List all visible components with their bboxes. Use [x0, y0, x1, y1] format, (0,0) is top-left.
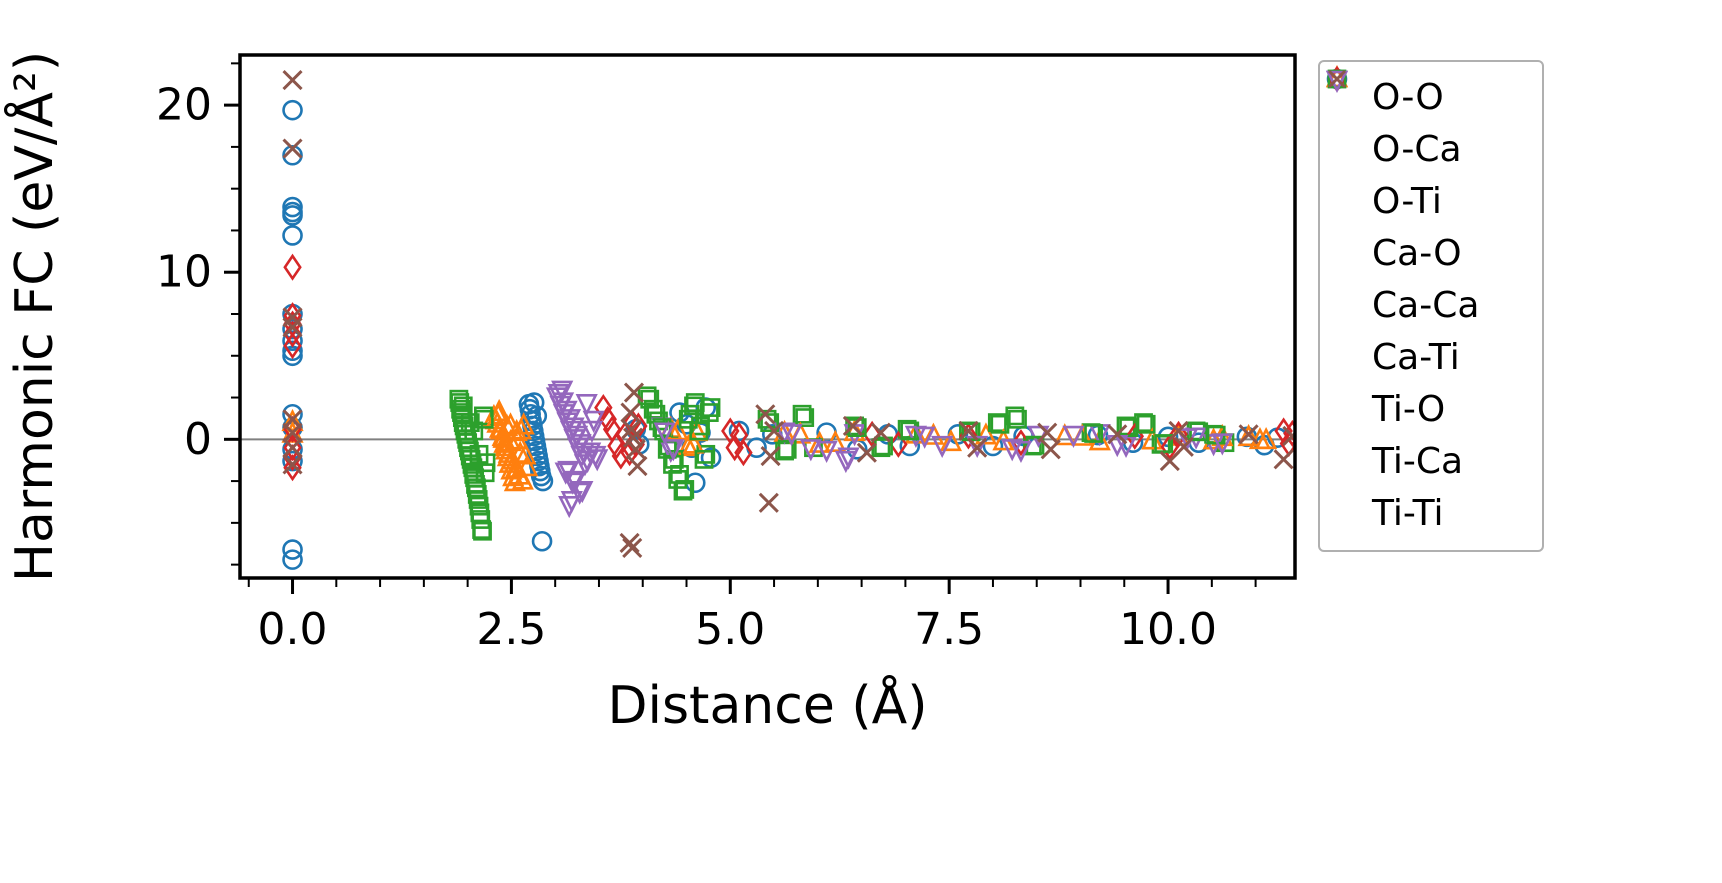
- series-Ti-Ti: [282, 70, 1296, 558]
- legend-item-Ti-Ca: Ti-Ca: [1325, 70, 1534, 488]
- legend-item-O-Ti: O-Ti: [1327, 69, 1534, 228]
- square-marker-icon: [1327, 69, 1372, 427]
- y-tick-label: 20: [156, 80, 212, 131]
- legend-item-Ti-O: Ti-O: [1327, 69, 1534, 436]
- x-tick-label: 2.5: [476, 604, 546, 655]
- legend-item-O-O: O-O: [1326, 68, 1534, 124]
- x-axis-label: Distance (Å): [607, 674, 927, 736]
- x-tick-label: 5.0: [695, 604, 765, 655]
- series-O-O: [282, 99, 1288, 570]
- x-tick-label: 0.0: [258, 604, 328, 655]
- series-Ti-Ca: [547, 384, 1234, 514]
- legend-item-Ca-Ca: Ca-Ca: [1327, 65, 1534, 332]
- diamond-marker-icon: [1327, 65, 1372, 323]
- square-marker-icon: [1327, 69, 1372, 219]
- x-tick-label: 7.5: [914, 604, 984, 655]
- axis-ticks: 0.0 2.5 5.0 7.5 10.0 0 10 20: [156, 62, 1257, 655]
- triangle-down-marker-icon: [1325, 70, 1372, 479]
- series-Ti-O: [450, 389, 1226, 541]
- legend-label: Ca-O: [1372, 233, 1462, 274]
- legend-label: O-O: [1372, 77, 1444, 118]
- legend-item-Ca-Ti: Ca-Ti: [1325, 70, 1534, 384]
- y-axis-label: Harmonic FC (eV/Å²): [3, 51, 65, 582]
- legend-label: Ti-Ti: [1372, 493, 1444, 534]
- legend-label: Ti-O: [1372, 389, 1446, 430]
- x-marker-icon: [1327, 69, 1372, 531]
- legend-item-Ti-Ti: Ti-Ti: [1327, 69, 1534, 540]
- y-tick-label: 10: [156, 247, 212, 298]
- legend-item-O-Ca: O-Ca: [1325, 65, 1534, 176]
- plot-frame: [238, 53, 1297, 580]
- legend-label: O-Ca: [1372, 129, 1462, 170]
- legend-label: Ti-Ca: [1372, 441, 1464, 482]
- legend-label: Ca-Ti: [1372, 337, 1460, 378]
- triangle-up-marker-icon: [1325, 65, 1372, 271]
- y-tick-label: 0: [184, 414, 212, 465]
- triangle-down-marker-icon: [1325, 70, 1372, 375]
- legend-label: Ca-Ca: [1372, 285, 1480, 326]
- triangle-up-marker-icon: [1325, 65, 1372, 167]
- x-tick-label: 10.0: [1119, 604, 1217, 655]
- legend: O-O O-Ca O-Ti Ca-O Ca-Ca Ca-Ti Ti-O Ti-Ca Ti-Ti: [1318, 60, 1544, 552]
- legend-label: O-Ti: [1372, 181, 1442, 222]
- legend-item-Ca-O: Ca-O: [1325, 65, 1534, 280]
